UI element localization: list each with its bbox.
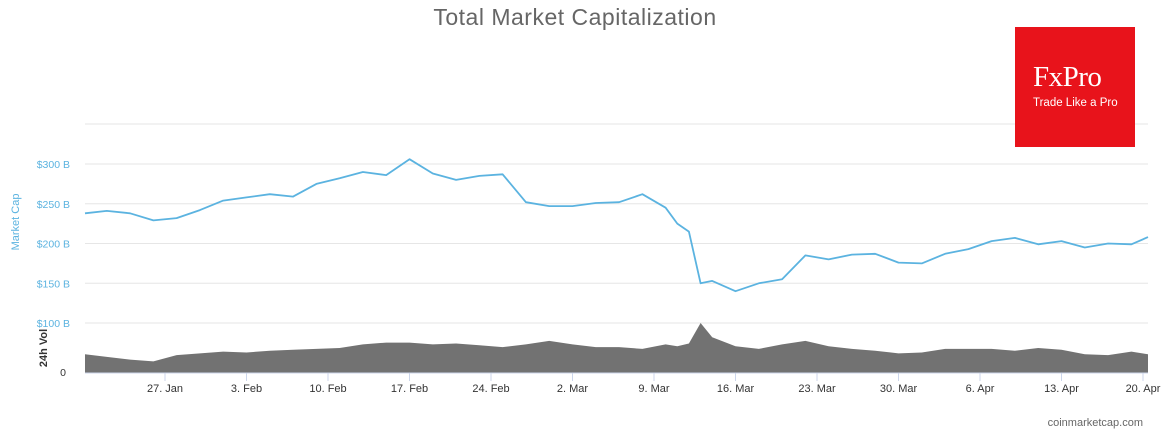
fxpro-logo: FxPro Trade Like a Pro [1015, 27, 1135, 147]
y-tick-label: $250 B [37, 199, 70, 211]
x-tick-label: 6. Apr [966, 383, 995, 395]
source-credit[interactable]: coinmarketcap.com [1047, 417, 1143, 429]
x-tick-label: 27. Jan [147, 383, 183, 395]
x-tick-label: 13. Apr [1044, 383, 1079, 395]
y-tick-label: $200 B [37, 239, 70, 251]
x-tick-label: 20. Apr [1126, 383, 1161, 395]
vol-tick-label: 0 [60, 367, 66, 379]
y-tick-label: $150 B [37, 278, 70, 290]
x-tick-label: 10. Feb [309, 383, 346, 395]
chart-title: Total Market Capitalization [433, 4, 717, 30]
logo-tagline: Trade Like a Pro [1033, 97, 1118, 109]
x-tick-label: 30. Mar [880, 383, 918, 395]
y-tick-label: $100 B [37, 318, 70, 330]
volume-axis-label: 24h Vol [38, 329, 50, 367]
market-cap-line [84, 158, 1149, 293]
y-tick-label: $300 B [37, 159, 70, 171]
x-tick-label: 23. Mar [798, 383, 836, 395]
x-tick-label: 9. Mar [638, 383, 670, 395]
x-tick-label: 3. Feb [231, 383, 262, 395]
volume-area [85, 323, 1148, 373]
y-axis-label: Market Cap [10, 194, 22, 251]
x-tick-label: 17. Feb [391, 383, 428, 395]
x-tick-label: 2. Mar [557, 383, 589, 395]
x-tick-label: 16. Mar [717, 383, 755, 395]
x-tick-label: 24. Feb [472, 383, 509, 395]
logo-name: FxPro [1033, 61, 1102, 93]
